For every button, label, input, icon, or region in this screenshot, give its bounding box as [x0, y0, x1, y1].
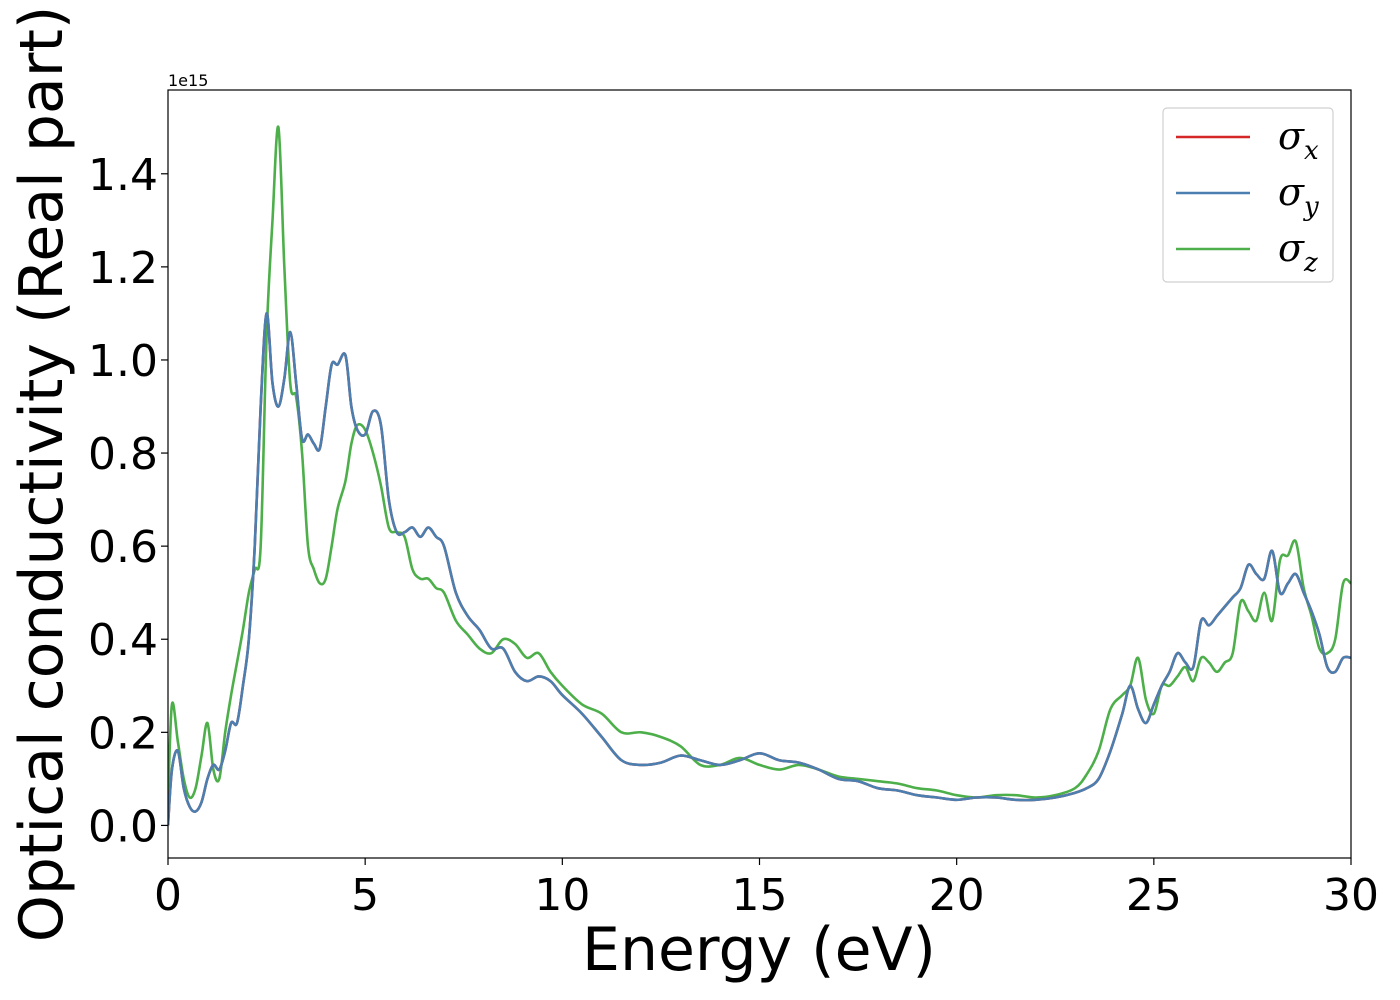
x-axis: 0 5 10 15 20 25 30	[154, 858, 1379, 921]
y-tick-label: 0.6	[88, 522, 158, 573]
legend-label-sigma-y: σy	[1278, 170, 1319, 222]
y-tick-label: 0.0	[88, 801, 158, 852]
y-tick-label: 0.4	[88, 615, 158, 666]
legend-box	[1162, 107, 1334, 283]
y-tick-label: 0.8	[88, 429, 158, 480]
x-tick-label: 10	[534, 870, 590, 921]
series-line-sigma-y	[168, 312, 1351, 826]
y-tick-label: 1.2	[88, 243, 158, 294]
x-tick-label: 20	[929, 870, 985, 921]
y-tick-label: 1.4	[88, 150, 158, 201]
y-tick-label: 1.0	[88, 336, 158, 387]
series-line-sigma-z	[168, 125, 1351, 803]
y-offset-text: 1e15	[168, 71, 208, 90]
y-axis: 0.0 0.2 0.4 0.6 0.8 1.0 1.2 1.4	[88, 150, 168, 852]
x-tick-label: 5	[351, 870, 379, 921]
x-tick-label: 30	[1323, 870, 1379, 921]
plot-area	[168, 125, 1351, 826]
x-tick-label: 25	[1126, 870, 1182, 921]
x-axis-label: Energy (eV)	[582, 915, 936, 985]
x-tick-label: 15	[732, 870, 788, 921]
x-tick-label: 0	[154, 870, 182, 921]
y-axis-label: Optical conductivity (Real part)	[7, 6, 77, 943]
y-tick-label: 0.2	[88, 708, 158, 759]
legend-label-sigma-x: σx	[1278, 114, 1319, 166]
legend-label-sigma-z: σz	[1278, 226, 1318, 278]
